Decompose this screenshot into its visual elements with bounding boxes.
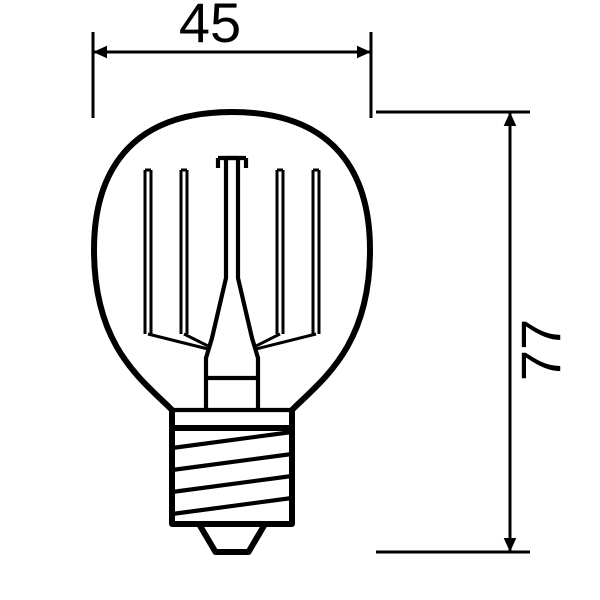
dimension-width-label: 45 (179, 0, 241, 54)
bulb-stem (206, 158, 258, 410)
bulb-screw-base (172, 428, 292, 552)
dimension-height (376, 112, 530, 552)
bulb-dimension-diagram: 45 77 (0, 0, 600, 600)
dimension-height-label: 77 (509, 319, 572, 381)
